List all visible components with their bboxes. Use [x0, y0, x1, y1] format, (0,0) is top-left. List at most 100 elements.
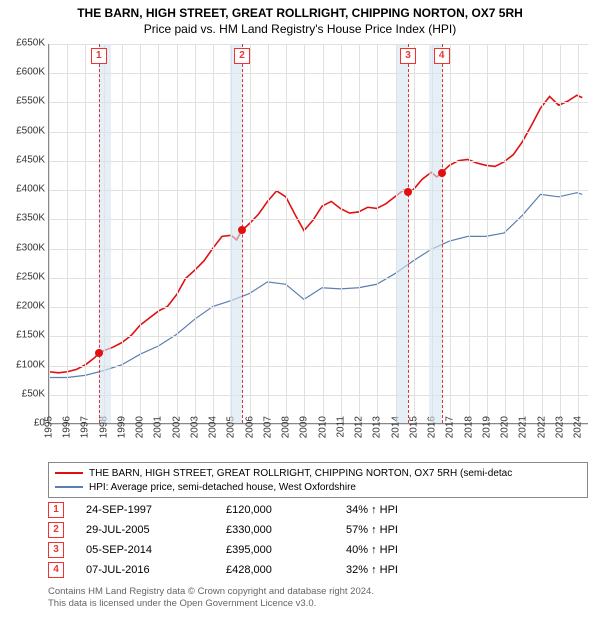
sale-vline — [408, 44, 409, 423]
y-tick-label: £600K — [5, 67, 45, 78]
x-tick-label: 2011 — [335, 416, 346, 438]
sale-dot-4 — [438, 169, 446, 177]
y-gridline — [49, 161, 588, 162]
x-tick-label: 2001 — [153, 416, 164, 438]
x-gridline — [578, 44, 579, 423]
sales-row-num: 4 — [48, 562, 64, 578]
sales-row: 1 24-SEP-1997£120,00034% ↑ HPI — [48, 500, 588, 520]
x-gridline — [359, 44, 360, 423]
x-tick-label: 2015 — [408, 416, 419, 438]
x-tick-label: 2023 — [554, 416, 565, 438]
y-gridline — [49, 249, 588, 250]
x-gridline — [140, 44, 141, 423]
title-line1: THE BARN, HIGH STREET, GREAT ROLLRIGHT, … — [0, 6, 600, 20]
sale-dot-1 — [95, 349, 103, 357]
x-tick-label: 2019 — [481, 416, 492, 438]
sales-row-num: 1 — [48, 502, 64, 518]
footnote: Contains HM Land Registry data © Crown c… — [48, 586, 588, 610]
sales-table: 1 24-SEP-1997£120,00034% ↑ HPI 2 29-JUL-200… — [48, 500, 588, 580]
sale-dot-3 — [404, 188, 412, 196]
sales-row-delta: 57% ↑ HPI — [346, 524, 456, 536]
y-tick-label: £150K — [5, 330, 45, 341]
sales-row-date: 29-JUL-2005 — [86, 524, 226, 536]
sales-row-delta: 34% ↑ HPI — [346, 504, 456, 516]
x-tick-label: 2009 — [299, 416, 310, 438]
x-gridline — [268, 44, 269, 423]
y-tick-label: £200K — [5, 301, 45, 312]
x-tick-label: 2017 — [445, 416, 456, 438]
sales-row-price: £395,000 — [226, 544, 346, 556]
y-tick-label: £250K — [5, 271, 45, 282]
sale-marker-1: 1 — [91, 48, 107, 64]
x-gridline — [85, 44, 86, 423]
sales-row-price: £330,000 — [226, 524, 346, 536]
sales-row: 3 05-SEP-2014£395,00040% ↑ HPI — [48, 540, 588, 560]
y-gridline — [49, 190, 588, 191]
y-gridline — [49, 395, 588, 396]
sales-row-delta: 32% ↑ HPI — [346, 564, 456, 576]
title-line2: Price paid vs. HM Land Registry's House … — [0, 22, 600, 36]
series-property — [49, 95, 582, 373]
x-tick-label: 2013 — [372, 416, 383, 438]
sales-row-num: 3 — [48, 542, 64, 558]
y-tick-label: £100K — [5, 359, 45, 370]
y-tick-label: £550K — [5, 96, 45, 107]
sale-marker-2: 2 — [234, 48, 250, 64]
x-gridline — [414, 44, 415, 423]
x-tick-label: 2006 — [244, 416, 255, 438]
x-tick-label: 2010 — [317, 416, 328, 438]
legend-swatch — [55, 486, 83, 488]
x-gridline — [560, 44, 561, 423]
x-gridline — [450, 44, 451, 423]
x-gridline — [523, 44, 524, 423]
sales-row-delta: 40% ↑ HPI — [346, 544, 456, 556]
sales-row-price: £120,000 — [226, 504, 346, 516]
sale-marker-3: 3 — [400, 48, 416, 64]
x-tick-label: 1997 — [80, 416, 91, 438]
footnote-line1: Contains HM Land Registry data © Crown c… — [48, 586, 588, 598]
x-tick-label: 2018 — [463, 416, 474, 438]
x-gridline — [122, 44, 123, 423]
y-gridline — [49, 366, 588, 367]
sales-row-price: £428,000 — [226, 564, 346, 576]
legend: THE BARN, HIGH STREET, GREAT ROLLRIGHT, … — [48, 462, 588, 498]
sales-row-date: 24-SEP-1997 — [86, 504, 226, 516]
y-tick-label: £450K — [5, 154, 45, 165]
x-gridline — [67, 44, 68, 423]
sale-marker-4: 4 — [434, 48, 450, 64]
x-gridline — [469, 44, 470, 423]
x-tick-label: 2003 — [189, 416, 200, 438]
x-tick-label: 1999 — [116, 416, 127, 438]
y-gridline — [49, 102, 588, 103]
y-gridline — [49, 307, 588, 308]
sales-row: 407-JUL-2016£428,00032% ↑ HPI — [48, 560, 588, 580]
y-tick-label: £300K — [5, 242, 45, 253]
x-gridline — [195, 44, 196, 423]
y-gridline — [49, 336, 588, 337]
chart-area: £0£50K£100K£150K£200K£250K£300K£350K£400… — [48, 44, 588, 424]
chart-title: THE BARN, HIGH STREET, GREAT ROLLRIGHT, … — [0, 0, 600, 36]
x-tick-label: 2021 — [518, 416, 529, 438]
sale-dot-2 — [238, 226, 246, 234]
sale-vline — [99, 44, 100, 423]
legend-item: HPI: Average price, semi-detached house,… — [55, 480, 581, 494]
x-gridline — [323, 44, 324, 423]
x-gridline — [177, 44, 178, 423]
sales-row-num: 2 — [48, 522, 64, 538]
x-gridline — [158, 44, 159, 423]
x-gridline — [304, 44, 305, 423]
x-gridline — [542, 44, 543, 423]
sale-band — [396, 44, 408, 423]
sale-band — [429, 44, 441, 423]
series-hpi — [49, 193, 582, 378]
x-tick-label: 2007 — [262, 416, 273, 438]
footnote-line2: This data is licensed under the Open Gov… — [48, 598, 588, 610]
y-tick-label: £50K — [5, 388, 45, 399]
legend-label: HPI: Average price, semi-detached house,… — [89, 482, 356, 493]
x-tick-label: 2000 — [135, 416, 146, 438]
y-tick-label: £0 — [5, 418, 45, 429]
x-tick-label: 2022 — [536, 416, 547, 438]
sales-row-date: 05-SEP-2014 — [86, 544, 226, 556]
x-tick-label: 2002 — [171, 416, 182, 438]
x-tick-label: 2020 — [500, 416, 511, 438]
